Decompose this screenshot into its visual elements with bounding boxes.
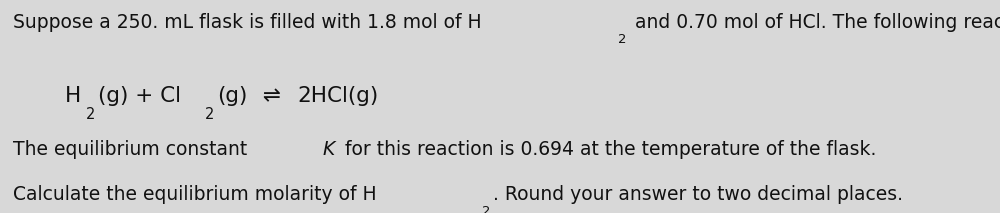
Text: 2: 2 bbox=[482, 205, 491, 213]
Text: Calculate the equilibrium molarity of H: Calculate the equilibrium molarity of H bbox=[13, 185, 377, 204]
Text: 2: 2 bbox=[618, 33, 626, 46]
Text: K: K bbox=[323, 141, 335, 160]
Text: 2: 2 bbox=[205, 107, 215, 122]
Text: and 0.70 mol of HCl. The following reaction becomes possible:: and 0.70 mol of HCl. The following react… bbox=[629, 13, 1000, 32]
Text: . Round your answer to two decimal places.: . Round your answer to two decimal place… bbox=[493, 185, 903, 204]
Text: ⇌: ⇌ bbox=[256, 86, 288, 106]
Text: Suppose a 250. mL flask is filled with 1.8 mol of H: Suppose a 250. mL flask is filled with 1… bbox=[13, 13, 482, 32]
Text: for this reaction is 0.694 at the temperature of the flask.: for this reaction is 0.694 at the temper… bbox=[339, 141, 876, 160]
Text: (g): (g) bbox=[217, 86, 248, 106]
Text: (g) + Cl: (g) + Cl bbox=[98, 86, 181, 106]
Text: 2: 2 bbox=[86, 107, 95, 122]
Text: H: H bbox=[65, 86, 81, 106]
Text: 2HCl(g): 2HCl(g) bbox=[297, 86, 379, 106]
Text: The equilibrium constant: The equilibrium constant bbox=[13, 141, 253, 160]
